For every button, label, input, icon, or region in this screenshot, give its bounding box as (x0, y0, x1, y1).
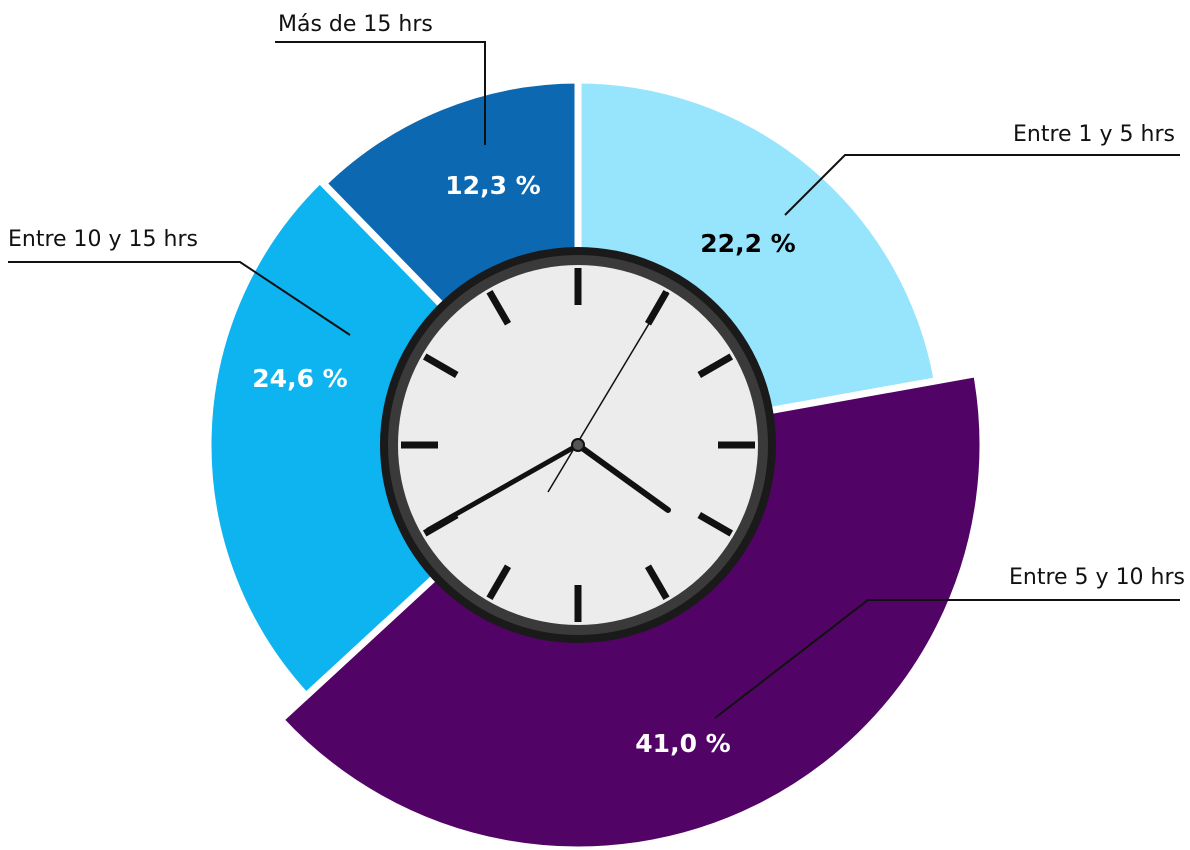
clock (380, 247, 776, 643)
value-label: 12,3 % (445, 171, 540, 200)
page: {"chart_data": {"type": "pie", "categori… (0, 0, 1190, 850)
category-label: Entre 1 y 5 hrs (1013, 122, 1175, 147)
value-label: 22,2 % (700, 229, 795, 258)
clock-center (572, 439, 584, 451)
category-label: Entre 5 y 10 hrs (1009, 565, 1185, 590)
category-label: Entre 10 y 15 hrs (8, 227, 198, 252)
value-label: 41,0 % (635, 729, 730, 758)
value-label: 24,6 % (252, 364, 347, 393)
category-label: Más de 15 hrs (278, 12, 433, 37)
chart: Entre 1 y 5 hrs 22,2 % Entre 5 y 10 hrs 41,… (0, 0, 1190, 850)
